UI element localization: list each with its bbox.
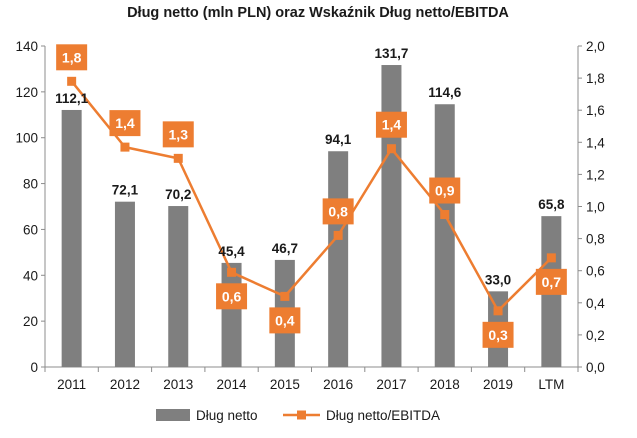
x-tick-label: 2011 [57, 377, 86, 392]
chart-legend: Dług netto Dług netto/EBITDA [156, 408, 440, 423]
y-left-tick-label: 20 [23, 314, 38, 329]
line-value-badge [482, 321, 514, 348]
bar-dlug-netto [434, 104, 455, 367]
bar-value-label: 46,7 [272, 241, 298, 256]
y-right-tick-label: 1,6 [586, 103, 605, 118]
bar-value-label: 65,8 [538, 197, 565, 212]
line-value-badge [535, 268, 567, 295]
line-value-label: 1,3 [169, 126, 189, 142]
axes-layer: 0 20 40 60 80 100 120 140 0,0 0,2 0,4 0,6 0,8 1,0 1,2 1… [15, 39, 605, 392]
y-right-tick-label: 0,6 [586, 264, 605, 279]
bar-dlug-netto [114, 201, 135, 367]
line-value-label: 0,3 [488, 327, 508, 343]
y-left-tick-label: 60 [23, 222, 38, 237]
line-value-badge [162, 121, 194, 148]
line-marker [67, 76, 77, 86]
y-right-tick-label: 0,0 [586, 360, 605, 375]
x-tick-label: LTM [538, 377, 564, 392]
bar-dlug-netto [381, 65, 402, 368]
line-marker [120, 142, 130, 152]
line-marker [493, 306, 503, 316]
line-value-label: 0,7 [542, 274, 562, 290]
bar-value-label: 114,6 [428, 85, 462, 100]
bar-dlug-netto [61, 109, 82, 368]
line-value-label: 0,6 [222, 288, 242, 304]
x-tick-label: 2017 [376, 377, 406, 392]
y-left-tick-label: 140 [15, 39, 38, 54]
x-tick-label: 2014 [217, 377, 248, 392]
bar-dlug-netto [328, 151, 349, 367]
bar-value-label: 94,1 [325, 132, 352, 147]
line-value-label: 1,8 [62, 49, 82, 65]
legend-label-bar: Dług netto [196, 408, 258, 423]
line-dlug-netto-ebitda [70, 80, 553, 313]
x-tick-label: 2013 [163, 377, 193, 392]
line-value-badge [216, 283, 248, 310]
y-right-tick-label: 1,2 [586, 167, 605, 182]
bar-value-label: 45,4 [218, 244, 245, 259]
line-marker [546, 253, 556, 263]
y-left-tick-label: 100 [15, 131, 38, 146]
line-value-label: 0,9 [435, 183, 455, 199]
y-right-tick-label: 0,4 [586, 296, 605, 311]
x-tick-label: 2015 [270, 377, 300, 392]
line-value-label: 1,4 [382, 117, 402, 133]
bar-dlug-netto [221, 262, 242, 367]
bar-value-label: 72,1 [112, 183, 139, 198]
line-value-badge [56, 44, 88, 71]
line-value-badge [322, 198, 354, 225]
y-left-tick-label: 40 [23, 268, 38, 283]
line-value-badge [269, 307, 301, 334]
line-value-label: 1,4 [115, 115, 135, 131]
line-marker [386, 144, 396, 154]
y-left-tick-label: 80 [23, 177, 38, 192]
bar-dlug-netto [168, 206, 189, 367]
bar-value-label: 33,0 [485, 272, 511, 287]
y-right-tick-label: 2,0 [586, 39, 605, 54]
labels-layer: 112,1 72,1 70,2 45,4 46,7 94,1 131,7 114,6 33,0 6… [55, 44, 567, 348]
bar-value-label: 70,2 [165, 187, 191, 202]
line-marker [440, 210, 450, 220]
bar-value-label: 131,7 [375, 46, 409, 61]
line-value-label: 0,8 [328, 203, 348, 219]
line-marker [333, 230, 343, 240]
chart-title: Dług netto (mln PLN) oraz Wskaźnik Dług … [127, 5, 509, 21]
line-value-badge [429, 177, 461, 204]
x-tick-label: 2012 [110, 377, 140, 392]
legend-swatch-bar [156, 409, 190, 421]
line-value-label: 0,4 [275, 312, 295, 328]
line-value-badge [375, 111, 407, 138]
legend-label-line: Dług netto/EBITDA [326, 408, 440, 423]
y-right-tick-label: 0,8 [586, 232, 605, 247]
line-marker [227, 267, 237, 277]
y-right-tick-label: 1,0 [586, 200, 605, 215]
x-tick-label: 2019 [483, 377, 513, 392]
y-right-tick-label: 1,4 [586, 135, 605, 150]
line-layer [67, 76, 556, 316]
y-left-tick-label: 120 [15, 85, 38, 100]
x-tick-label: 2016 [323, 377, 353, 392]
bar-value-label: 112,1 [55, 91, 89, 106]
y-right-tick-label: 1,8 [586, 71, 605, 86]
line-value-badge [109, 110, 141, 137]
legend-swatch-marker [297, 410, 306, 420]
x-tick-label: 2018 [430, 377, 460, 392]
y-left-tick-label: 0 [30, 360, 38, 375]
line-marker [280, 291, 290, 301]
line-marker [173, 153, 183, 163]
y-right-tick-label: 0,2 [586, 328, 605, 343]
